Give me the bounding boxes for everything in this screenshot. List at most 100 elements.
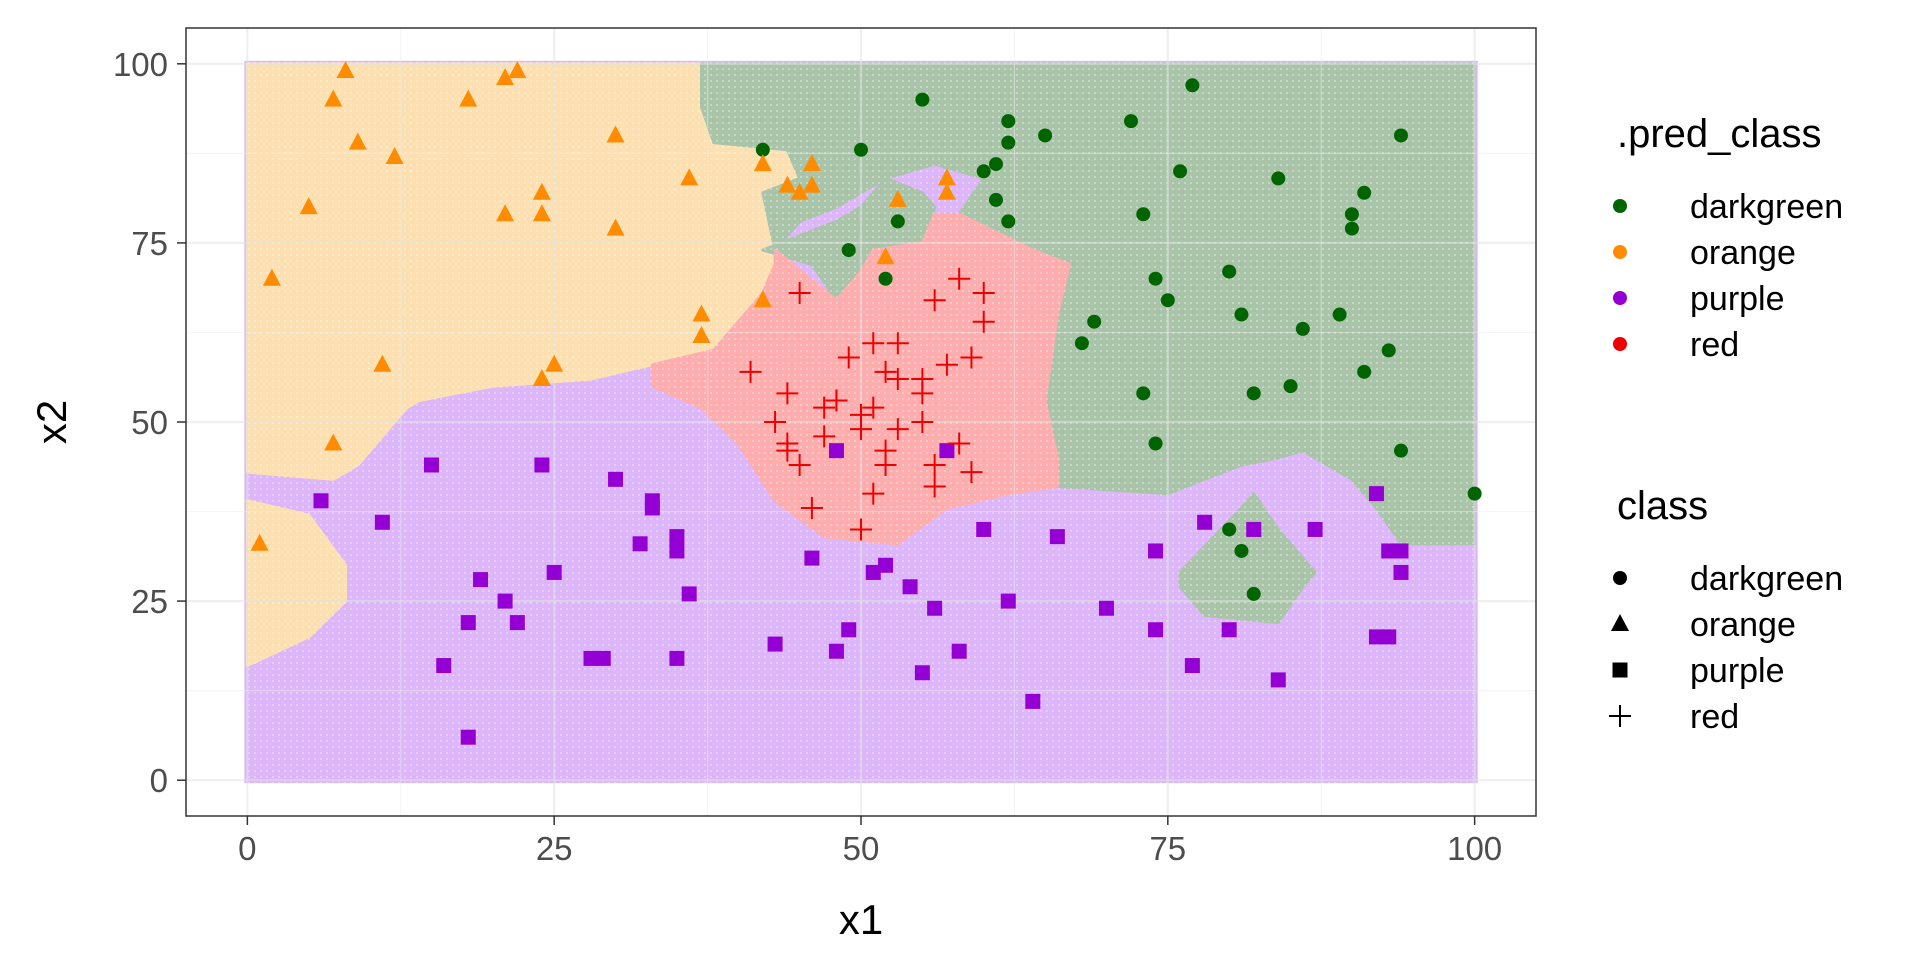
point-purple bbox=[1025, 693, 1041, 709]
point-orange bbox=[336, 60, 355, 78]
point-purple bbox=[939, 443, 955, 459]
point-red bbox=[874, 453, 897, 476]
point-purple bbox=[681, 586, 697, 602]
legend-pred-class-key-purple bbox=[1613, 291, 1627, 305]
point-red bbox=[886, 368, 909, 391]
legend-pred-class-label-orange: orange bbox=[1690, 234, 1796, 272]
point-darkgreen bbox=[1295, 321, 1310, 336]
point-darkgreen bbox=[1001, 114, 1016, 129]
point-darkgreen bbox=[1394, 128, 1408, 143]
point-darkgreen bbox=[1087, 314, 1102, 329]
point-orange bbox=[692, 304, 711, 322]
x-axis-label: x1 bbox=[839, 896, 883, 943]
point-red bbox=[911, 382, 934, 405]
legend-pred-class-label-darkgreen: darkgreen bbox=[1690, 188, 1843, 226]
legend-class-key-orange bbox=[1611, 614, 1629, 631]
point-orange bbox=[532, 369, 551, 387]
y-tick-label: 0 bbox=[150, 762, 168, 799]
point-purple bbox=[374, 514, 390, 530]
point-red bbox=[825, 389, 848, 412]
point-darkgreen bbox=[1467, 486, 1482, 501]
point-purple bbox=[878, 557, 894, 573]
point-orange bbox=[888, 189, 907, 207]
point-purple bbox=[1307, 521, 1323, 537]
point-purple bbox=[828, 443, 844, 459]
point-orange bbox=[250, 533, 269, 551]
point-purple bbox=[927, 600, 943, 616]
point-red bbox=[850, 518, 872, 541]
legend-class-key-purple bbox=[1612, 662, 1628, 678]
point-darkgreen bbox=[1001, 135, 1016, 150]
point-purple bbox=[473, 572, 489, 588]
point-red bbox=[739, 360, 762, 383]
point-red bbox=[923, 453, 946, 476]
point-purple bbox=[1098, 600, 1114, 616]
point-purple bbox=[841, 622, 857, 638]
point-red bbox=[837, 346, 860, 369]
legend-class-label-purple: purple bbox=[1690, 652, 1785, 690]
point-red bbox=[776, 382, 799, 405]
point-darkgreen bbox=[1234, 307, 1249, 322]
point-red bbox=[948, 432, 971, 455]
point-orange bbox=[459, 89, 478, 107]
point-purple bbox=[1270, 672, 1286, 688]
point-purple bbox=[669, 543, 685, 559]
point-purple bbox=[804, 550, 820, 566]
point-red bbox=[862, 332, 885, 355]
point-purple bbox=[509, 615, 525, 631]
point-darkgreen bbox=[1344, 207, 1359, 222]
point-darkgreen bbox=[878, 271, 893, 286]
legend-class-key-red bbox=[1609, 705, 1631, 727]
point-darkgreen bbox=[1001, 214, 1016, 229]
point-purple bbox=[767, 636, 783, 652]
point-red bbox=[972, 310, 995, 333]
legend-pred-class: .pred_class darkgreen orange purple red bbox=[1613, 112, 1843, 364]
point-red bbox=[850, 418, 872, 441]
point-darkgreen bbox=[1332, 307, 1347, 322]
point-purple bbox=[644, 500, 660, 516]
point-purple bbox=[423, 457, 439, 473]
point-purple bbox=[1049, 529, 1065, 545]
point-red bbox=[935, 353, 958, 376]
x-tick-label: 0 bbox=[238, 830, 256, 867]
point-orange bbox=[802, 154, 821, 172]
point-orange bbox=[324, 433, 343, 451]
point-orange bbox=[508, 60, 527, 78]
point-purple bbox=[1197, 514, 1213, 530]
point-darkgreen bbox=[1234, 543, 1249, 558]
point-red bbox=[923, 475, 946, 498]
point-red bbox=[960, 461, 983, 484]
point-purple bbox=[632, 536, 648, 552]
point-purple bbox=[865, 564, 881, 580]
point-purple bbox=[1368, 486, 1384, 502]
legend-pred-class-label-red: red bbox=[1690, 326, 1739, 364]
legend-class-label-darkgreen: darkgreen bbox=[1690, 560, 1843, 598]
point-red bbox=[862, 482, 885, 505]
point-orange bbox=[496, 204, 515, 222]
point-darkgreen bbox=[1148, 436, 1163, 451]
point-purple bbox=[1148, 622, 1164, 638]
x-tick-label: 25 bbox=[536, 830, 573, 867]
point-orange bbox=[373, 354, 392, 372]
point-red bbox=[886, 418, 909, 441]
point-orange bbox=[496, 68, 515, 86]
point-orange bbox=[299, 197, 318, 215]
point-purple bbox=[497, 593, 513, 609]
point-darkgreen bbox=[890, 214, 905, 229]
point-red bbox=[813, 396, 836, 419]
x-tick-label: 100 bbox=[1447, 830, 1502, 867]
point-purple bbox=[1393, 543, 1409, 559]
y-tick-label: 25 bbox=[131, 583, 168, 620]
point-red bbox=[972, 282, 995, 305]
legend-class-label-orange: orange bbox=[1690, 606, 1796, 644]
point-purple bbox=[1246, 521, 1262, 537]
point-purple bbox=[1381, 543, 1397, 559]
point-darkgreen bbox=[1173, 164, 1188, 179]
data-points bbox=[250, 60, 1482, 745]
point-red bbox=[764, 411, 787, 433]
point-purple bbox=[313, 493, 329, 509]
point-darkgreen bbox=[1283, 379, 1298, 394]
point-darkgreen bbox=[1271, 171, 1286, 186]
point-purple bbox=[669, 529, 685, 545]
